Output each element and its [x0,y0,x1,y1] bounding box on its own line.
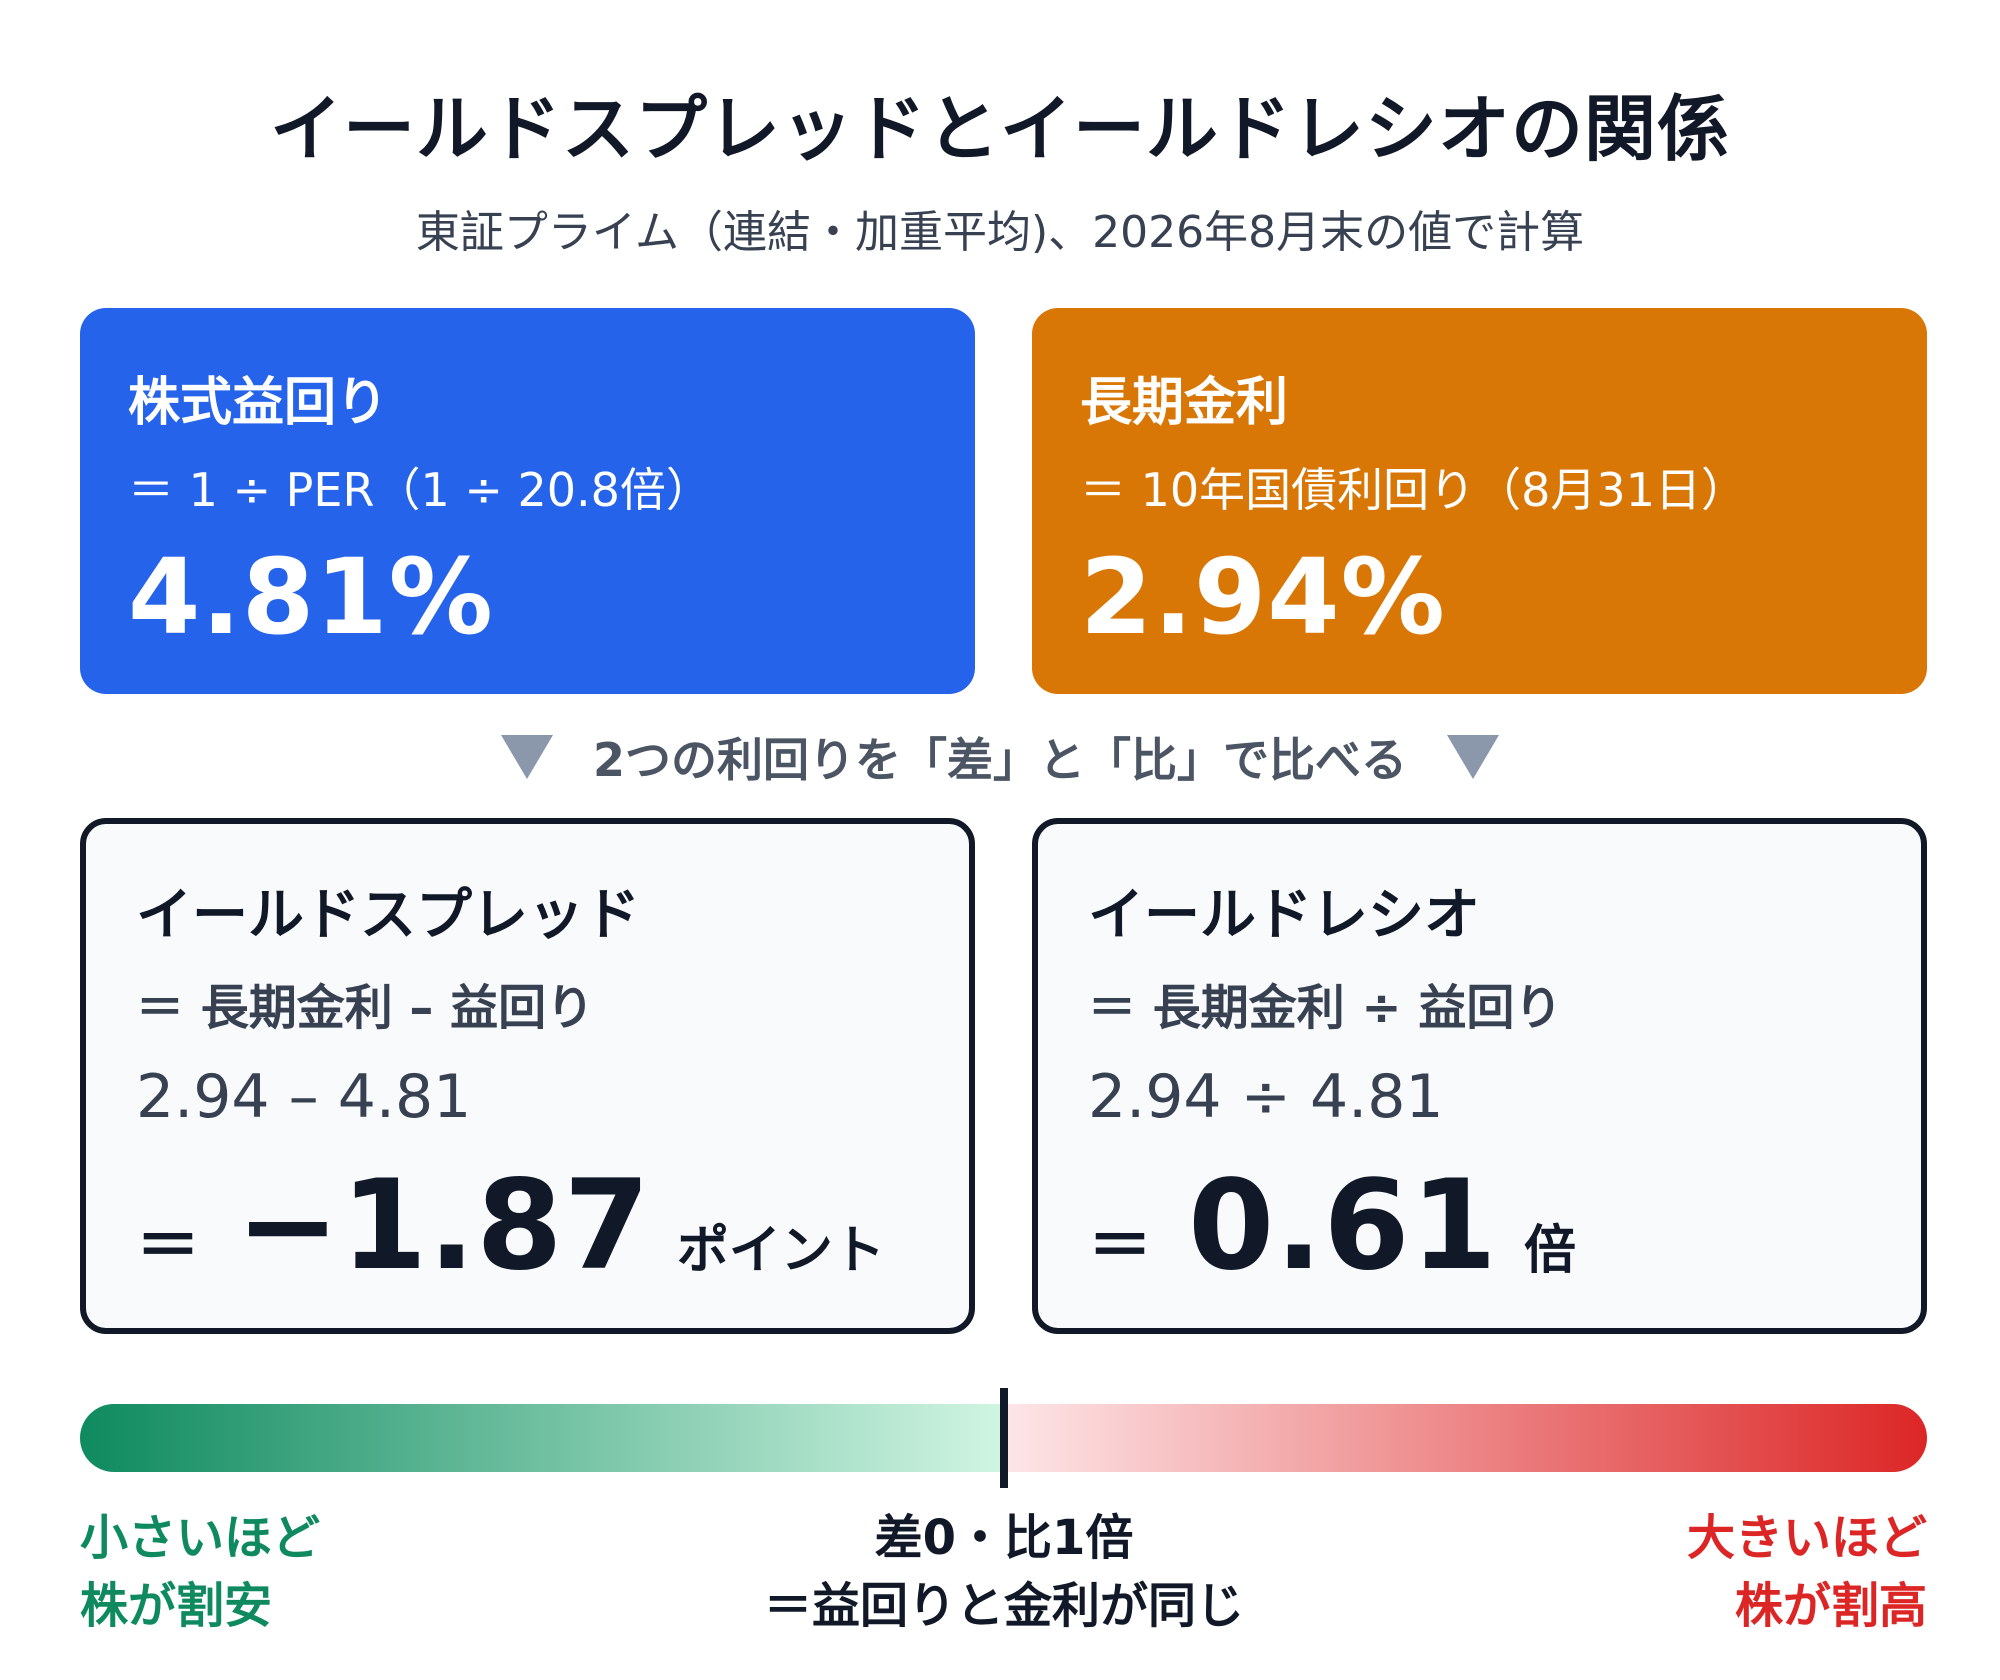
gauge-label-expensive-line2: 株が割高 [1734,1578,1927,1634]
gauge-cheap-side [80,1404,1005,1472]
gauge-label-neutral-line2: ＝益回りと金利が同じ [763,1578,1244,1634]
yield-ratio-title: イールドレシオ [1088,883,1480,948]
yield-ratio-value: 0.61 [1188,1154,1498,1298]
yield-spread-unit: ポイント [676,1221,885,1281]
gauge-label-expensive: 大きいほど 株が割高 [1687,1504,1927,1640]
yield-spread-value: −1.87 [236,1154,651,1298]
equals-sign: ＝ [136,1210,200,1284]
earnings-yield-value: 4.81% [128,536,494,658]
yield-ratio-box: イールドレシオ ＝ 長期金利 ÷ 益回り 2.94 ÷ 4.81 ＝ 0.61 … [1032,818,1927,1334]
gauge-label-cheap-line2: 株が割安 [80,1578,273,1634]
down-triangle-icon [500,735,553,779]
earnings-yield-card: 株式益回り ＝ 1 ÷ PER（1 ÷ 20.8倍） 4.81% [80,308,975,694]
gauge-label-cheap: 小さいほど 株が割安 [80,1504,320,1640]
page-title: イールドスプレッドとイールドレシオの関係 [269,87,1730,171]
long-rate-card: 長期金利 ＝ 10年国債利回り（8月31日） 2.94% [1032,308,1927,694]
gauge-label-expensive-line1: 大きいほど [1686,1510,1927,1566]
yield-ratio-formula: ＝ 長期金利 ÷ 益回り [1088,980,1563,1036]
yield-spread-result: ＝ −1.87 ポイント [136,1154,885,1298]
long-rate-formula: ＝ 10年国債利回り（8月31日） [1080,463,1747,517]
yield-ratio-unit: 倍 [1523,1221,1576,1281]
yield-spread-box: イールドスプレッド ＝ 長期金利 – 益回り 2.94 – 4.81 ＝ −1.… [80,818,975,1334]
down-triangle-icon [1447,735,1499,779]
gauge-expensive-side [1005,1404,1927,1472]
yield-ratio-result: ＝ 0.61 倍 [1088,1154,1576,1298]
yield-spread-calc: 2.94 – 4.81 [136,1062,472,1132]
bridge-text: 2つの利回りを「差」と「比」で比べる [592,733,1407,787]
comparison-bridge: 2つの利回りを「差」と「比」で比べる [0,722,2000,792]
earnings-yield-title: 株式益回り [128,373,389,433]
gauge-label-neutral-line1: 差0・比1倍 [874,1510,1134,1566]
gauge-label-neutral: 差0・比1倍 ＝益回りと金利が同じ [604,1504,1404,1640]
page-subtitle: 東証プライム（連結・加重平均)、2026年8月末の値で計算 [415,207,1585,258]
gauge-label-cheap-line1: 小さいほど [80,1510,321,1566]
yield-spread-formula: ＝ 長期金利 – 益回り [136,980,595,1036]
long-rate-value: 2.94% [1080,536,1446,658]
long-rate-title: 長期金利 [1080,373,1289,433]
valuation-gauge [80,1404,1927,1472]
yield-spread-title: イールドスプレッド [136,883,640,948]
gauge-center-marker [1000,1388,1008,1488]
equals-sign: ＝ [1088,1210,1152,1284]
yield-ratio-calc: 2.94 ÷ 4.81 [1088,1062,1444,1132]
earnings-yield-formula: ＝ 1 ÷ PER（1 ÷ 20.8倍） [128,463,712,517]
